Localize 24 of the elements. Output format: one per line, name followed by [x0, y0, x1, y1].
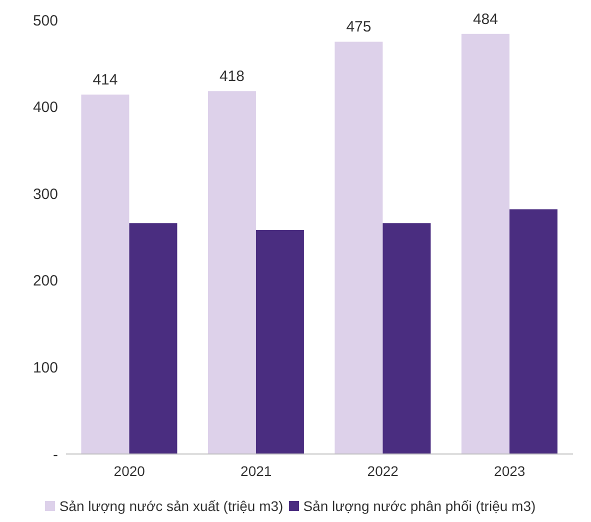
bar [208, 91, 256, 454]
y-tick-label: 500 [32, 12, 58, 30]
bar [461, 34, 510, 454]
x-tick-label: 2023 [494, 462, 526, 479]
data-label: 475 [346, 18, 372, 36]
y-tick-label: - [53, 446, 58, 464]
bar [129, 223, 178, 454]
x-tick-label: 2020 [114, 462, 146, 479]
data-label: 414 [92, 72, 118, 89]
legend-label: Sản lượng nước phân phối (triệu m3) [303, 498, 536, 514]
y-tick-label: 200 [32, 272, 58, 290]
y-tick-label: 400 [32, 99, 58, 116]
y-tick-label: 300 [32, 186, 58, 203]
x-tick-label: 2022 [367, 462, 399, 479]
legend-label: Sản lượng nước sản xuất (triệu m3) [59, 498, 284, 514]
y-tick-label: 100 [32, 360, 58, 377]
bar [81, 94, 130, 454]
data-label: 418 [219, 68, 244, 86]
bar [509, 209, 558, 454]
data-label: 484 [472, 10, 498, 28]
x-tick-label: 2021 [240, 462, 272, 479]
bar [256, 230, 304, 454]
bar [382, 223, 431, 454]
bar [334, 42, 383, 454]
